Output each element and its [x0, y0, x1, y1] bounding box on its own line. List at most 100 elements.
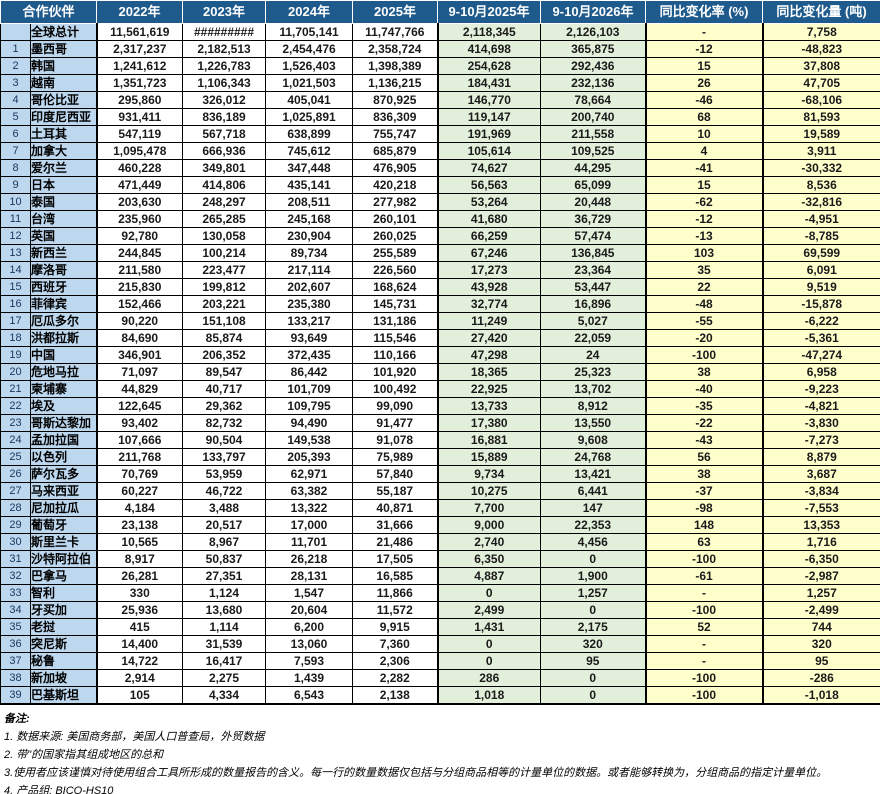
partner-name-cell: 爱尔兰	[29, 159, 98, 177]
year-value-cell: 211,580	[96, 261, 184, 279]
year-value-cell: 55,187	[352, 482, 439, 500]
year-value-cell: 131,186	[352, 312, 439, 330]
year-value-cell: 46,722	[182, 482, 267, 500]
table-row: 7 加拿大 1,095,478 666,936 745,612 685,879 105,61…	[0, 142, 880, 160]
year-value-cell: 1,398,389	[352, 57, 439, 75]
year-value-cell: 870,925	[352, 91, 439, 109]
table-row: 22 埃及 122,645 29,362 109,795 99,090 13,733 8,91…	[0, 397, 880, 415]
period-value-cell: 78,664	[540, 91, 647, 109]
year-value-cell: 133,797	[182, 448, 267, 466]
column-header: 2025年	[352, 0, 439, 24]
year-value-cell: 17,505	[352, 550, 439, 568]
year-value-cell: 151,108	[182, 312, 267, 330]
period-value-cell: 16,896	[540, 295, 647, 313]
footnotes: 备注: 1. 数据来源: 美国商务部，美国人口普查局，外贸数据 2. 带"的国家指…	[0, 705, 880, 794]
yoy-rate-cell: -37	[644, 482, 764, 500]
footnote-item: 1. 数据来源: 美国商务部，美国人口普查局，外贸数据	[4, 731, 265, 743]
year-value-cell: 1,124	[182, 584, 267, 602]
year-value-cell: 8,967	[182, 533, 267, 551]
period-value-cell: 18,365	[436, 363, 542, 381]
row-number-cell: 32	[0, 567, 31, 585]
period-value-cell: 43,928	[436, 278, 542, 296]
year-value-cell: 215,830	[96, 278, 184, 296]
column-header: 2023年	[182, 0, 267, 24]
yoy-amount-cell: -48,823	[762, 40, 880, 58]
yoy-rate-cell: 38	[644, 363, 764, 381]
table-row: 23 哥斯达黎加 93,402 82,732 94,490 91,477 17,380 13,…	[0, 414, 880, 432]
year-value-cell: 28,131	[265, 567, 354, 585]
year-value-cell: 70,769	[96, 465, 184, 483]
year-value-cell: #########	[182, 23, 267, 41]
year-value-cell: 666,936	[182, 142, 267, 160]
period-value-cell: 200,740	[540, 108, 647, 126]
period-value-cell: 1,018	[436, 686, 542, 705]
period-value-cell: 13,702	[540, 380, 647, 398]
row-number-cell: 6	[0, 125, 31, 143]
year-value-cell: 202,607	[265, 278, 354, 296]
yoy-amount-cell: 744	[762, 618, 880, 636]
partner-name-cell: 新西兰	[29, 244, 98, 262]
column-header: 2022年	[96, 0, 184, 24]
yoy-rate-cell: -	[644, 23, 764, 41]
yoy-rate-cell: 22	[644, 278, 764, 296]
year-value-cell: 435,141	[265, 176, 354, 194]
period-value-cell: 191,969	[436, 125, 542, 143]
yoy-rate-cell: -100	[644, 550, 764, 568]
partner-name-cell: 西班牙	[29, 278, 98, 296]
year-value-cell: 295,860	[96, 91, 184, 109]
period-value-cell: 36,729	[540, 210, 647, 228]
period-value-cell: 1,431	[436, 618, 542, 636]
year-value-cell: 94,490	[265, 414, 354, 432]
period-value-cell: 105,614	[436, 142, 542, 160]
row-number-cell: 30	[0, 533, 31, 551]
yoy-amount-cell: 8,879	[762, 448, 880, 466]
table-row: 10 泰国 203,630 248,297 208,511 277,982 53,264 20…	[0, 193, 880, 211]
year-value-cell: 405,041	[265, 91, 354, 109]
year-value-cell: 93,402	[96, 414, 184, 432]
row-number-cell: 3	[0, 74, 31, 92]
year-value-cell: 29,362	[182, 397, 267, 415]
year-value-cell: 110,166	[352, 346, 439, 364]
table-row: 全球总计 11,561,619 ######### 11,705,141 11,747,…	[0, 23, 880, 41]
year-value-cell: 50,837	[182, 550, 267, 568]
year-value-cell: 931,411	[96, 108, 184, 126]
year-value-cell: 205,393	[265, 448, 354, 466]
period-value-cell: 11,249	[436, 312, 542, 330]
yoy-rate-cell: -	[644, 635, 764, 653]
year-value-cell: 75,989	[352, 448, 439, 466]
yoy-amount-cell: -30,332	[762, 159, 880, 177]
yoy-amount-cell: 1,716	[762, 533, 880, 551]
partner-name-cell: 老挝	[29, 618, 98, 636]
year-value-cell: 755,747	[352, 125, 439, 143]
year-value-cell: 40,871	[352, 499, 439, 517]
partner-name-cell: 墨西哥	[29, 40, 98, 58]
table-row: 30 斯里兰卡 10,565 8,967 11,701 21,486 2,740 4,456 6…	[0, 533, 880, 551]
year-value-cell: 199,812	[182, 278, 267, 296]
column-header: 同比变化率 (%)	[645, 0, 764, 24]
year-value-cell: 27,351	[182, 567, 267, 585]
year-value-cell: 92,780	[96, 227, 184, 245]
yoy-amount-cell: -32,816	[762, 193, 880, 211]
period-value-cell: 13,421	[540, 465, 647, 483]
year-value-cell: 836,309	[352, 108, 439, 126]
year-value-cell: 1,526,403	[265, 57, 354, 75]
yoy-amount-cell: 13,353	[762, 516, 880, 534]
year-value-cell: 89,734	[265, 244, 354, 262]
period-value-cell: 136,845	[540, 244, 647, 262]
year-value-cell: 2,182,513	[182, 40, 267, 58]
period-value-cell: 7,700	[436, 499, 542, 517]
year-value-cell: 168,624	[352, 278, 439, 296]
period-value-cell: 27,420	[436, 329, 542, 347]
period-value-cell: 184,431	[436, 74, 542, 92]
year-value-cell: 2,317,237	[96, 40, 184, 58]
row-number-cell: 8	[0, 159, 31, 177]
year-value-cell: 13,060	[265, 635, 354, 653]
column-header: 同比变化量 (吨)	[762, 0, 880, 24]
year-value-cell: 4,184	[96, 499, 184, 517]
yoy-amount-cell: -5,361	[762, 329, 880, 347]
row-number-cell: 17	[0, 312, 31, 330]
yoy-rate-cell: -41	[644, 159, 764, 177]
partner-name-cell: 尼加拉瓜	[29, 499, 98, 517]
table-row: 16 菲律宾 152,466 203,221 235,380 145,731 32,774 1…	[0, 295, 880, 313]
table-row: 18 洪都拉斯 84,690 85,874 93,649 115,546 27,420 22,…	[0, 329, 880, 347]
